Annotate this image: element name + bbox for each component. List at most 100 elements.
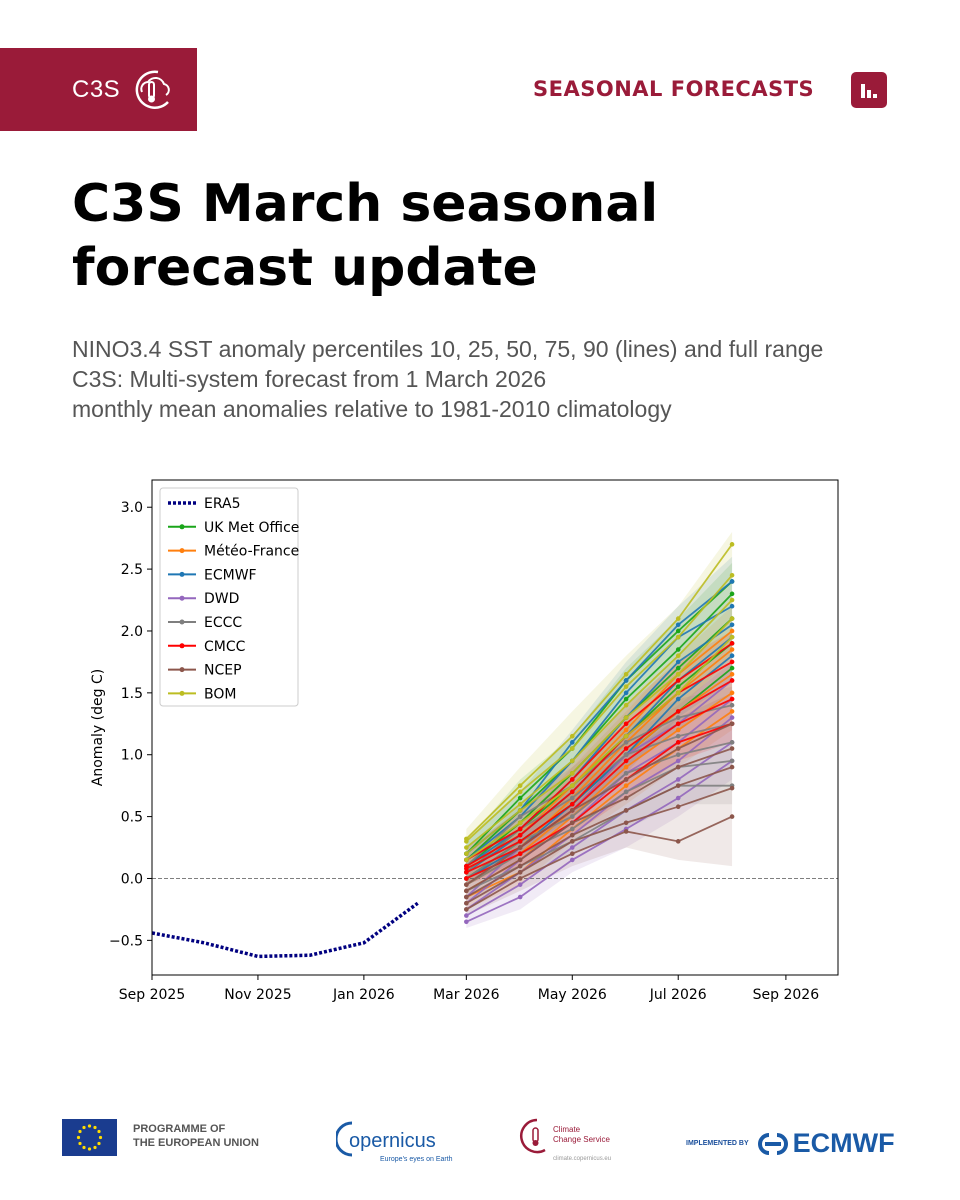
series-0-p4-point-4 (675, 628, 681, 634)
series-1-p0-point-3 (623, 783, 629, 788)
x-tick-label-4: May 2026 (538, 987, 607, 1003)
series-6-p4-point-2 (569, 808, 575, 813)
nino34-forecast-chart: −0.5 0.0 0.5 1.0 1.5 2.0 2.5 3.0 Sep 2025 Nov 202… (90, 479, 839, 1003)
series-3-p4-line (465, 679, 733, 898)
series-1-p1-point-5 (729, 690, 735, 696)
y-tick-label-4: 1.5 (121, 686, 143, 702)
series-2-p4-point-4 (675, 622, 681, 628)
y-tick-label-0: −0.5 (109, 933, 143, 949)
series-6-p1-point-4 (675, 804, 681, 809)
series-6-p2-point-5 (729, 764, 735, 770)
description-line-1: NINO3.4 SST anomaly percentiles 10, 25, … (72, 336, 824, 362)
series-7-p4-point-4 (675, 616, 681, 621)
series-7-p2-point-4 (675, 653, 681, 659)
series-7-p0-line (465, 636, 733, 861)
series-0-p3-point-3 (623, 696, 629, 702)
series-7-p1-point-0 (464, 851, 469, 857)
copernicus-name: opernicus (349, 1130, 436, 1152)
series-5-p2-point-4 (675, 709, 681, 714)
series-1-p4-point-3 (623, 727, 629, 733)
series-5-p2-point-2 (569, 801, 575, 807)
series-4-p1-point-3 (623, 789, 629, 795)
series-7-p0-point-1 (517, 820, 523, 826)
legend-label-1: UK Met Office (204, 520, 299, 536)
series-2-p3-point-5 (729, 603, 735, 609)
series-6-p3-point-0 (464, 888, 469, 894)
series-2-p0-point-5 (729, 653, 735, 659)
series-5-p0-point-1 (517, 851, 523, 857)
section-label: SEASONAL FORECASTS (533, 77, 815, 101)
series-1-p2-point-5 (729, 671, 735, 677)
series-6-p3-point-1 (517, 857, 523, 863)
legend-marker-1 (179, 524, 185, 530)
series-5-p1-point-3 (623, 758, 629, 764)
series-6-p1-point-2 (569, 839, 575, 844)
series-6-p4-point-0 (464, 882, 469, 887)
series-3-p0-point-2 (569, 857, 575, 863)
y-axis-label: Anomaly (deg C) (90, 669, 106, 786)
series-0-p2-point-4 (675, 665, 681, 671)
series-6-p2-line (465, 766, 733, 898)
legend-marker-4 (179, 595, 185, 601)
chart-description: NINO3.4 SST anomaly percentiles 10, 25, … (72, 334, 932, 424)
thermometer-icon (532, 1127, 539, 1143)
y-tick-label-3: 1.0 (121, 748, 143, 764)
legend-box (159, 487, 299, 707)
series-7-p4-point-3 (623, 671, 629, 677)
x-tick-label-1: Nov 2025 (224, 987, 291, 1003)
x-tick-label-2: Jan 2026 (332, 987, 395, 1003)
y-tick-label-6: 2.5 (121, 562, 143, 578)
series-0-p4-line (465, 580, 733, 855)
series-6-p4-point-1 (517, 845, 523, 850)
ecmwf-name: ECMWF (792, 1128, 895, 1158)
plot-frame (151, 479, 839, 976)
series-0-p3-point-5 (729, 591, 735, 597)
series-5-p4-point-5 (729, 641, 735, 646)
series-5-p0-line (465, 722, 733, 880)
series-5-p4-point-4 (675, 678, 681, 683)
series-2-p4-point-5 (729, 579, 735, 584)
series-6-p2-point-3 (623, 808, 629, 813)
series-6-p0-point-5 (729, 814, 735, 819)
series-7-p0-point-3 (623, 733, 629, 739)
eu-line-1: PROGRAMME OF (133, 1123, 226, 1135)
legend-label-8: BOM (204, 686, 236, 702)
c3s-thermometer-icon (135, 69, 170, 109)
series-7-p1-point-4 (675, 671, 681, 677)
series-6-p0-point-2 (569, 851, 575, 857)
legend-label-3: ECMWF (204, 567, 257, 583)
series-5-p4-line (465, 642, 733, 861)
series-4-p2-point-5 (729, 740, 735, 745)
series-4-p1-point-5 (729, 758, 735, 764)
series-4-p4-point-1 (517, 814, 523, 819)
series-2-p2-point-5 (729, 622, 735, 628)
series-5-p2-line (465, 679, 733, 870)
series-6-p0-point-0 (464, 907, 469, 912)
series-5-p2-point-3 (623, 746, 629, 751)
series-5-p1-point-0 (464, 869, 469, 875)
legend-label-0: ERA5 (204, 496, 241, 512)
series-5-p0-point-0 (464, 876, 469, 881)
series-6-p3-line (465, 747, 733, 892)
c3s-line-2: Change Service (553, 1135, 610, 1144)
series-3-p1-point-0 (464, 913, 469, 918)
series-7-p4-point-1 (517, 783, 523, 788)
series-6-p2-point-0 (464, 894, 469, 900)
series-5-p4-point-2 (569, 777, 575, 782)
series-3-p3-line (465, 698, 733, 904)
series-7-p2-point-0 (464, 845, 469, 850)
legend-marker-8 (179, 690, 185, 696)
series-7-p2-point-2 (569, 758, 575, 764)
legend-label-5: ECCC (204, 615, 242, 631)
series-4-p3-point-2 (569, 795, 575, 801)
series-7-p3-point-2 (569, 746, 575, 751)
ecmwf-icon (757, 1132, 788, 1155)
plot-area (152, 531, 838, 959)
series-3-p0-point-4 (675, 795, 681, 801)
series-6-p1-point-0 (464, 900, 469, 906)
series-1-p0-point-5 (729, 709, 735, 714)
legend-marker-2 (179, 548, 185, 554)
series-5-p3-point-1 (517, 832, 523, 838)
series-6-p3-point-5 (729, 746, 735, 751)
series-1-p1-point-3 (623, 764, 629, 770)
